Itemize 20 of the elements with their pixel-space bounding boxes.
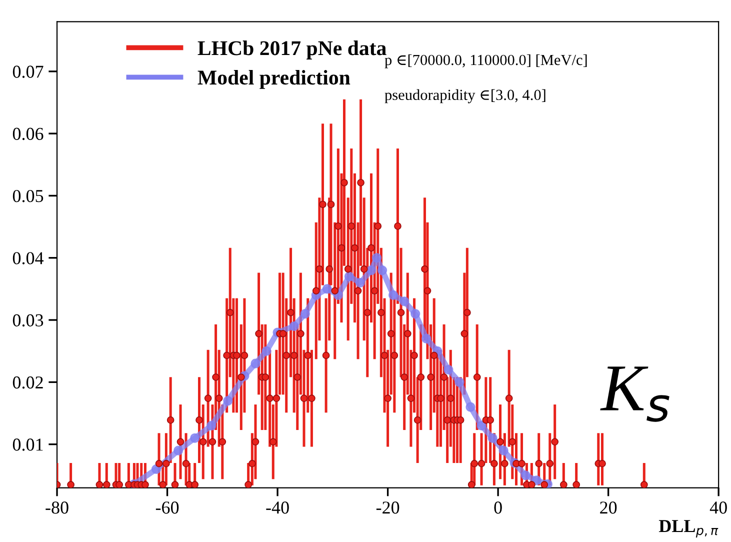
x-tick-label: 20 [600,502,617,514]
x-tick-label: -80 [46,502,68,514]
y-tick-label: 0.04 [12,252,44,264]
legend-label: LHCb 2017 pNe data [198,40,386,60]
annotation: K$_{s}$ [600,366,670,422]
x-tick-label: 40 [710,502,727,514]
x-axis-title: DLL$_{p,π}$ [658,520,718,538]
x-tick-label: -20 [376,502,400,514]
y-tick-label: 0.06 [12,128,44,140]
x-tick-label: 0 [494,502,502,514]
x-tick-label: -40 [266,502,289,514]
x-tick-label: -60 [156,502,179,514]
y-tick-label: 0.01 [12,438,43,451]
annotation: pseudorapidity ∈[3.0, 4.0] [384,89,546,104]
y-tick-label: 0.05 [12,190,44,202]
annotation: p ∈[70000.0, 110000.0] [MeV/c] [384,54,587,68]
y-tick-label: 0.02 [12,376,43,389]
y-tick-label: 0.03 [12,314,44,327]
y-tick-label: 0.07 [12,66,44,78]
legend-label: Model prediction [198,70,350,89]
